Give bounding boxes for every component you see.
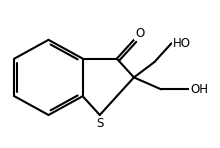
Text: HO: HO <box>173 37 191 50</box>
Text: O: O <box>135 27 144 40</box>
Text: OH: OH <box>190 83 208 96</box>
Text: S: S <box>96 117 103 130</box>
